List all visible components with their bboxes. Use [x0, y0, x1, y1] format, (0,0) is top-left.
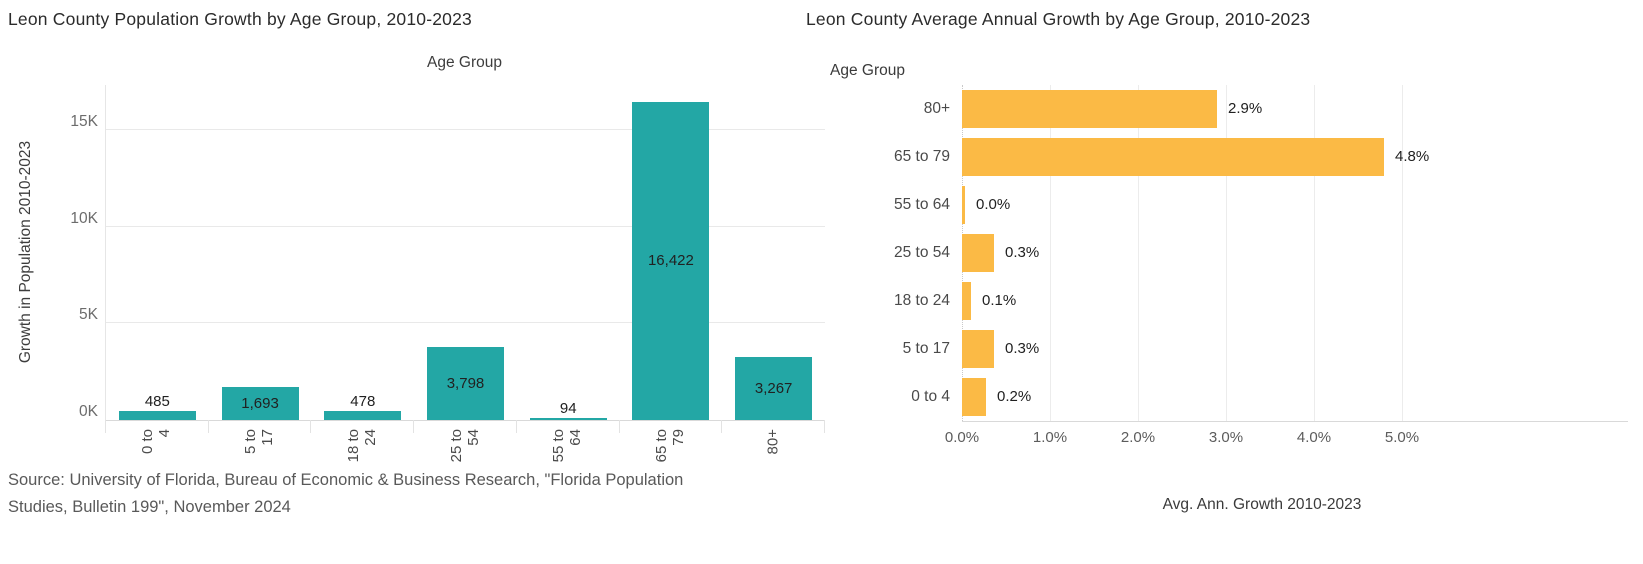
- left-chart-title: Leon County Population Growth by Age Gro…: [8, 9, 472, 29]
- right-plot-area: [962, 85, 1628, 422]
- bar-80+[interactable]: [962, 90, 1217, 128]
- x-tick-label-2.0%: 2.0%: [1120, 429, 1156, 446]
- bar-0 to 4[interactable]: [962, 378, 986, 416]
- population-growth-chart: Leon County Population Growth by Age Gro…: [0, 0, 825, 564]
- source-note: Source: University of Florida, Bureau of…: [8, 467, 683, 521]
- bar-5 to 17[interactable]: [221, 387, 299, 420]
- bar-18 to 24[interactable]: [324, 411, 402, 420]
- left-y-axis-title: Growth in Population 2010-2023: [17, 140, 34, 364]
- category-label: 65 to 79: [652, 429, 687, 463]
- x-tick-label-3.0%: 3.0%: [1208, 429, 1244, 446]
- right-y-axis-title: Age Group: [830, 62, 905, 79]
- source-line-2: Studies, Bulletin 199", November 2024: [8, 498, 291, 516]
- category-separator: [310, 420, 311, 433]
- y-tick-label-15K: 15K: [70, 112, 98, 130]
- source-line-1: Source: University of Florida, Bureau of…: [8, 471, 684, 489]
- category-separator: [105, 420, 106, 433]
- bar-value-label: 16,422: [647, 252, 694, 269]
- y-tick-label-10K: 10K: [70, 209, 98, 227]
- category-label: 18 to 24: [344, 429, 379, 463]
- category-label: 5 to 17: [242, 429, 277, 455]
- bar-80+[interactable]: [735, 357, 813, 420]
- bar-55 to 64[interactable]: [962, 186, 965, 224]
- gridline-5.0%: [1402, 85, 1403, 421]
- bar-25 to 54[interactable]: [962, 234, 994, 272]
- category-label: 25 to 54: [447, 429, 482, 463]
- bar-25 to 54[interactable]: [427, 347, 504, 420]
- category-separator: [516, 420, 517, 433]
- bar-55 to 64[interactable]: [529, 418, 607, 420]
- bar-value-label: 0.1%: [982, 292, 1017, 309]
- gridline-2.0%: [1138, 85, 1139, 421]
- bar-5 to 17[interactable]: [962, 330, 994, 368]
- bar-value-label: 0.3%: [1005, 244, 1040, 261]
- bar-value-label: 1,693: [241, 394, 279, 412]
- bar-value-label: 478: [350, 393, 376, 410]
- category-label: 5 to 17: [902, 340, 950, 357]
- gridline-15K: [106, 128, 825, 130]
- category-label: 55 to 64: [550, 429, 585, 463]
- category-separator: [413, 420, 414, 433]
- x-tick-label-4.0%: 4.0%: [1296, 429, 1332, 446]
- bar-value-label: 0.2%: [997, 388, 1032, 405]
- bar-65 to 79[interactable]: [632, 102, 710, 420]
- category-label: 0 to 4: [911, 388, 950, 405]
- bar-value-label: 4.8%: [1395, 148, 1430, 165]
- gridline-4.0%: [1314, 85, 1315, 421]
- left-plot-area: 485 1,693 478 3,798 94 16,422 3,267: [105, 85, 825, 421]
- bar-value-label: 94: [559, 400, 577, 417]
- y-tick-label-0K: 0K: [79, 403, 98, 420]
- category-separator: [721, 420, 722, 433]
- bar-value-label: 485: [144, 393, 170, 410]
- annual-growth-chart: Leon County Average Annual Growth by Age…: [800, 0, 1643, 564]
- bar-value-label: 0.0%: [976, 196, 1011, 213]
- category-label: 65 to 79: [893, 148, 950, 165]
- right-chart-title: Leon County Average Annual Growth by Age…: [806, 9, 1311, 29]
- category-separator: [619, 420, 620, 433]
- category-label: 55 to 64: [893, 196, 950, 213]
- gridline-3.0%: [1226, 85, 1227, 421]
- category-label: 0 to 4: [139, 429, 174, 455]
- x-tick-label-5.0%: 5.0%: [1384, 429, 1420, 446]
- left-x-axis-title: Age Group: [427, 54, 502, 71]
- x-tick-label-0.0%: 0.0%: [944, 429, 980, 446]
- gridline-5K: [106, 322, 825, 324]
- x-tick-label-1.0%: 1.0%: [1032, 429, 1068, 446]
- category-separator: [824, 420, 825, 433]
- bar-value-label: 3,267: [754, 379, 793, 397]
- category-label: 18 to 24: [893, 292, 950, 309]
- right-x-axis-title: Avg. Ann. Growth 2010-2023: [1162, 496, 1362, 513]
- bar-value-label: 3,798: [446, 374, 485, 392]
- category-label: 80+: [923, 100, 950, 117]
- category-label: 80+: [764, 429, 782, 455]
- gridline-1.0%: [1050, 85, 1051, 421]
- category-separator: [208, 420, 209, 433]
- category-label: 25 to 54: [893, 244, 950, 261]
- bar-value-label: 0.3%: [1005, 340, 1040, 357]
- bar-0 to 4[interactable]: [118, 411, 196, 420]
- bar-65 to 79[interactable]: [962, 138, 1384, 176]
- y-tick-label-5K: 5K: [79, 306, 98, 324]
- bar-value-label: 2.9%: [1228, 100, 1263, 117]
- gridline-10K: [106, 225, 825, 227]
- bar-18 to 24[interactable]: [962, 282, 971, 320]
